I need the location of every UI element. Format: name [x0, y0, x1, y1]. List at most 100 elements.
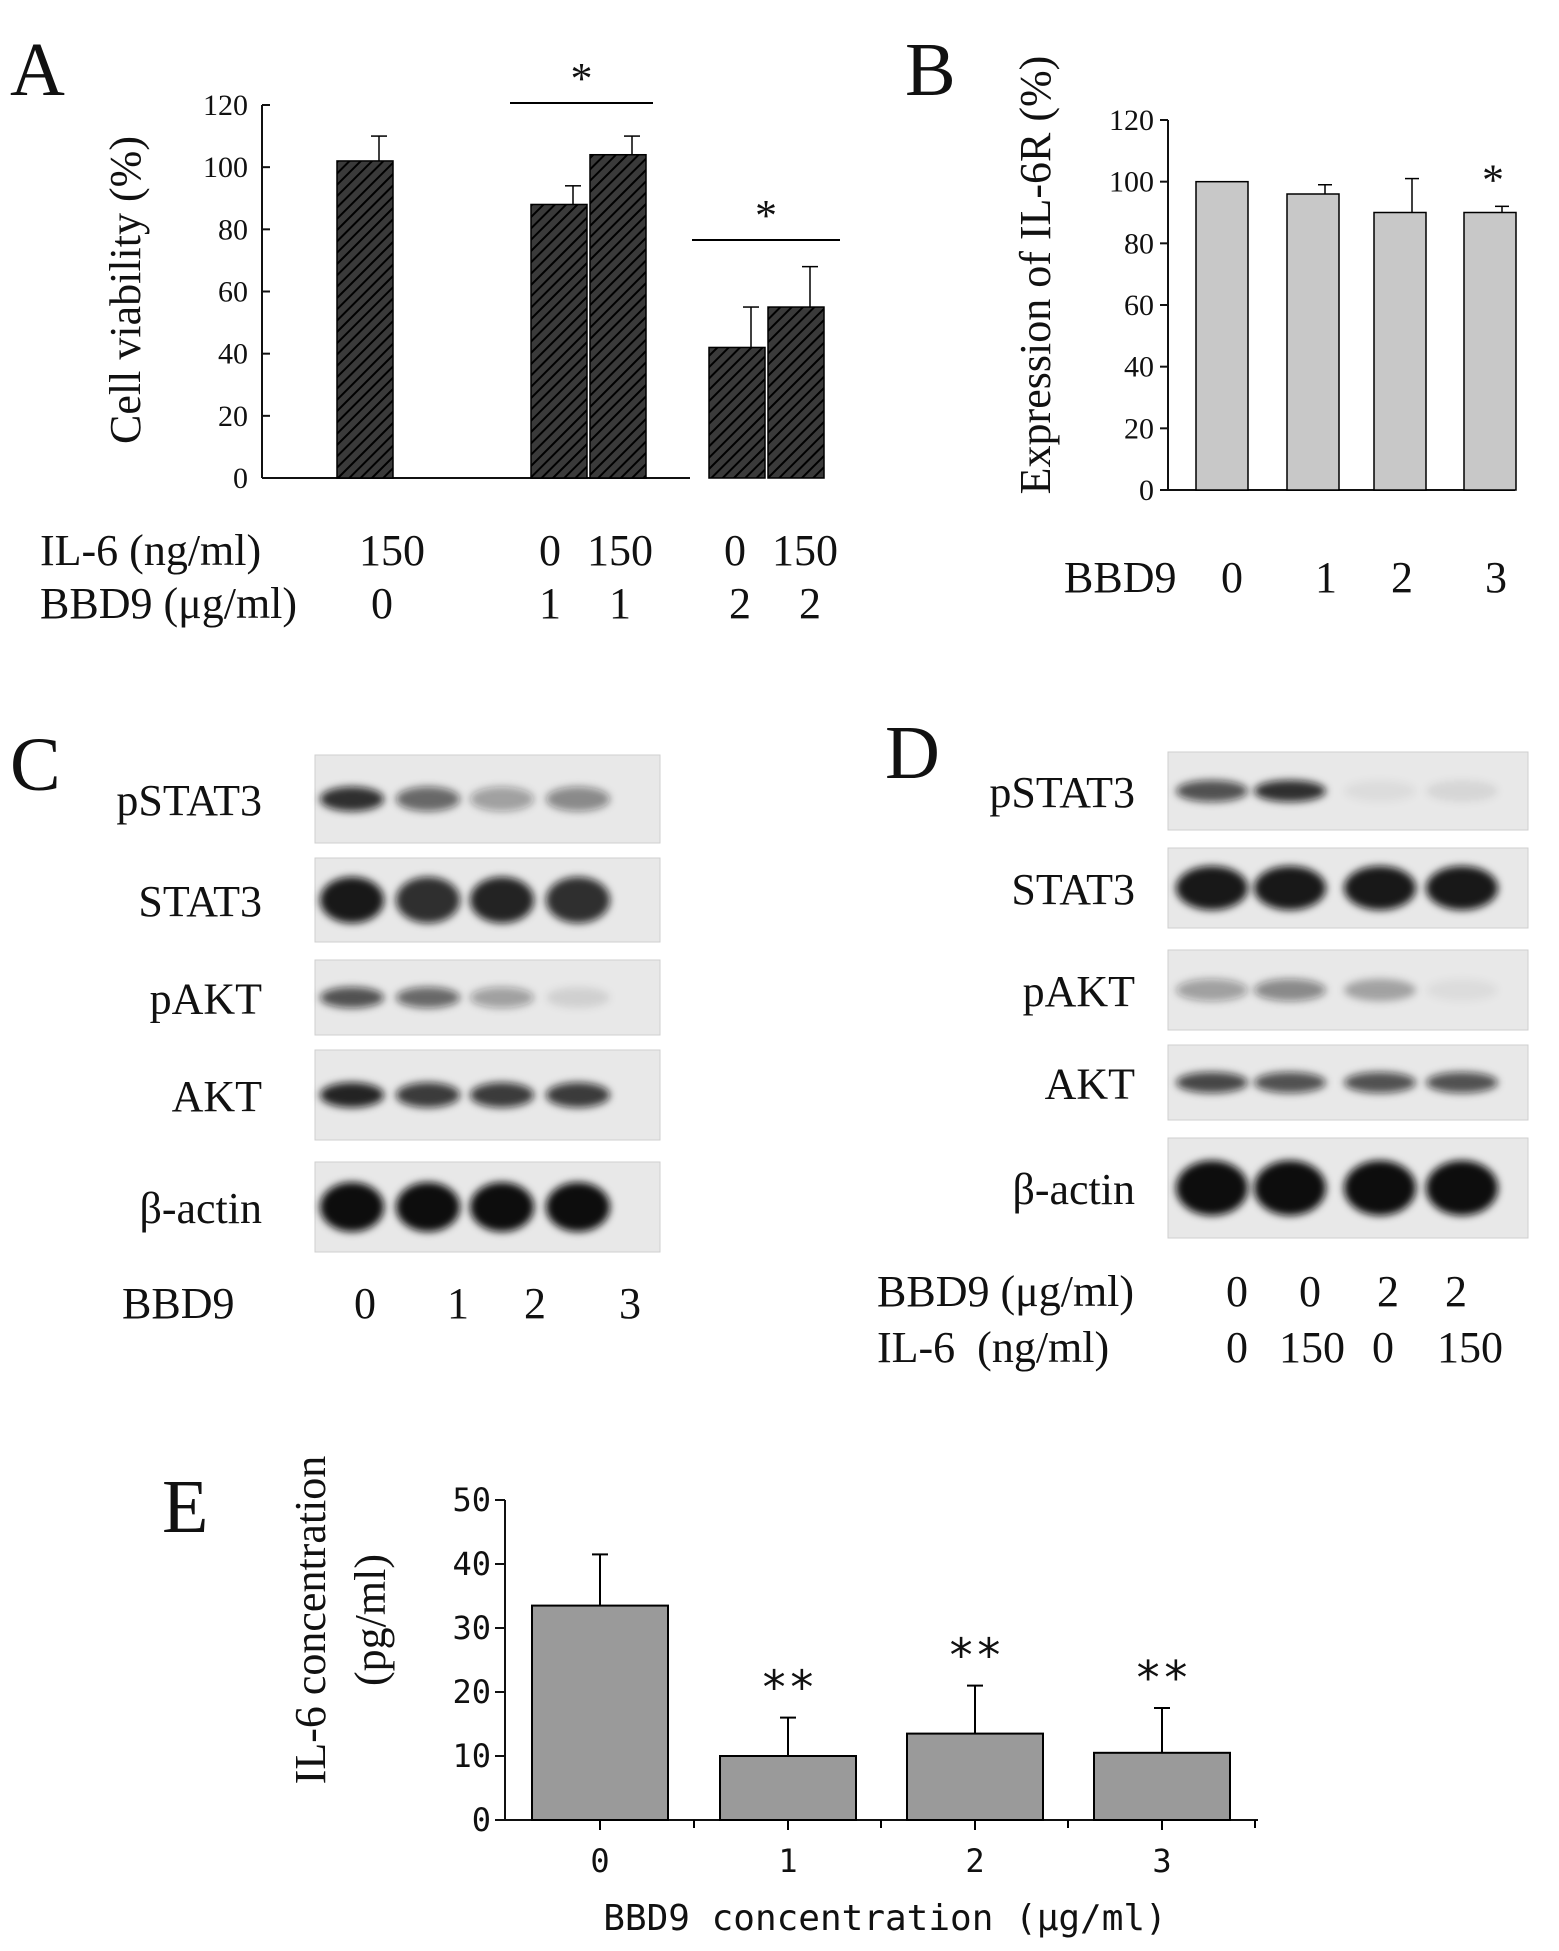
blot-c-band [546, 786, 610, 812]
chart-b-category-label: 2 [1391, 553, 1413, 602]
blot-d-bbd9-label: 0 [1226, 1267, 1248, 1316]
blot-d-band-label: β-actin [1012, 1165, 1135, 1214]
chart-a-ytick-label: 120 [203, 89, 248, 122]
chart-b-ytick-label: 80 [1124, 227, 1154, 260]
blot-d-band [1176, 780, 1248, 802]
blot-d-row-label-bbd9: BBD9 (μg/ml) [877, 1267, 1134, 1316]
blot-d-band [1254, 866, 1326, 910]
chart-e-category-label: 1 [778, 1842, 797, 1880]
blot-d-band [1426, 1072, 1498, 1093]
chart-a-il6-label: 150 [772, 526, 838, 575]
chart-b-bar [1463, 211, 1517, 491]
blot-c-band-label: β-actin [139, 1184, 262, 1233]
blot-c-band [470, 1082, 534, 1108]
blot-c-band [320, 1182, 384, 1232]
blot-d-band [1344, 780, 1416, 802]
chart-b-ytick-label: 20 [1124, 412, 1154, 445]
panel-letter-e: E [162, 1465, 208, 1549]
chart-b-category-label: 1 [1315, 553, 1337, 602]
panel-letter-d: D [885, 711, 940, 795]
blot-d-band [1344, 1072, 1416, 1093]
chart-e: IL-6 concentration (pg/ml) BBD9 concentr… [286, 1456, 1258, 1939]
chart-a-bbd9-label: 0 [371, 579, 393, 628]
blot-d-bbd9-label: 2 [1445, 1267, 1467, 1316]
blot-c-band [546, 987, 610, 1008]
chart-a-ytick-label: 20 [218, 400, 248, 433]
blot-d-band [1254, 780, 1326, 802]
chart-e-bar [906, 1732, 1044, 1821]
chart-e-significance-star: ** [760, 1661, 815, 1715]
chart-a-significance-star: * [755, 191, 777, 240]
blot-c-band [546, 1082, 610, 1108]
blot-d-band-label: pAKT [1023, 967, 1136, 1016]
chart-a-bar [708, 346, 766, 479]
blot-c-band [396, 1182, 460, 1232]
blot-c-band-label: pAKT [150, 975, 263, 1024]
chart-e-ytick-label: 40 [452, 1545, 491, 1583]
chart-b-category-label: 3 [1485, 553, 1507, 602]
blot-d: BBD9 (μg/ml) IL-6 (ng/ml) pSTAT3 STAT3 pAK… [877, 751, 1529, 1372]
chart-a-il6-label: 0 [724, 526, 746, 575]
blot-c-band [320, 1082, 384, 1108]
blot-d-band-label: pSTAT3 [989, 768, 1135, 817]
blot-d-band [1426, 978, 1498, 1002]
chart-a-ytick-label: 60 [218, 276, 248, 309]
blot-d-band [1176, 866, 1248, 910]
chart-e-significance-star: ** [1134, 1651, 1189, 1705]
chart-e-xlabel: BBD9 concentration (μg/ml) [603, 1898, 1167, 1939]
blot-d-bbd9-label: 2 [1377, 1267, 1399, 1316]
chart-b-ytick-label: 60 [1124, 289, 1154, 322]
chart-e-ytick-label: 30 [452, 1609, 491, 1647]
blot-d-row-label-il6: IL-6 (ng/ml) [877, 1323, 1109, 1372]
blot-c-lane: 2 [524, 1279, 546, 1328]
chart-a-ytick-label: 0 [233, 462, 248, 495]
panel-letter-a: A [10, 28, 65, 112]
chart-a-bar [767, 306, 825, 479]
chart-e-ytick-label: 20 [452, 1673, 491, 1711]
chart-b-bar [1286, 193, 1340, 491]
blot-c-band [320, 786, 384, 812]
blot-d-band [1176, 978, 1248, 1002]
blot-d-il6-label: 150 [1279, 1323, 1345, 1372]
blot-c-band-label: STAT3 [138, 877, 262, 926]
blot-d-band [1344, 1160, 1416, 1216]
chart-b-significance-star: * [1482, 155, 1504, 204]
blot-c-band-label: AKT [172, 1072, 263, 1121]
blot-c-band [470, 786, 534, 812]
chart-a-ytick-label: 80 [218, 213, 248, 246]
chart-e-ylabel-line1: IL-6 concentration [286, 1456, 335, 1785]
blot-c-band-label: pSTAT3 [116, 776, 262, 825]
blot-c-band [546, 1182, 610, 1232]
chart-a-row-labels: IL-6 (ng/ml) BBD9 (μg/ml) [40, 526, 297, 628]
blot-d-band [1426, 866, 1498, 910]
blot-d-band [1254, 1160, 1326, 1216]
blot-d-band [1254, 1072, 1326, 1093]
blot-d-bbd9-label: 0 [1299, 1267, 1321, 1316]
blot-c-band [396, 876, 460, 924]
chart-e-ytick-label: 10 [452, 1737, 491, 1775]
blot-c-band [396, 786, 460, 812]
chart-a-row-label-bbd9: BBD9 (μg/ml) [40, 579, 297, 628]
blot-c-band [546, 876, 610, 924]
chart-a-il6-label: 0 [539, 526, 561, 575]
chart-a-bbd9-label: 2 [729, 579, 751, 628]
chart-e-bar [531, 1604, 669, 1821]
blot-c-lane-label: BBD9 [122, 1279, 234, 1328]
chart-e-bar [1093, 1751, 1231, 1822]
blot-d-il6-label: 0 [1372, 1323, 1394, 1372]
chart-a-il6-label: 150 [587, 526, 653, 575]
blot-c-lane: 3 [619, 1279, 641, 1328]
chart-a-bar [336, 160, 394, 479]
chart-a-bbd9-label: 1 [609, 579, 631, 628]
chart-b-bar [1195, 180, 1249, 491]
blot-c-band [396, 987, 460, 1008]
blot-d-band [1344, 978, 1416, 1002]
chart-e-ylabel-line2: (pg/ml) [346, 1554, 395, 1686]
blot-c-band [320, 987, 384, 1008]
chart-a-bar [530, 203, 588, 479]
chart-a-bar [589, 153, 647, 479]
chart-a-bbd9-label: 1 [539, 579, 561, 628]
blot-d-band [1176, 1072, 1248, 1093]
blot-d-band [1254, 978, 1326, 1002]
